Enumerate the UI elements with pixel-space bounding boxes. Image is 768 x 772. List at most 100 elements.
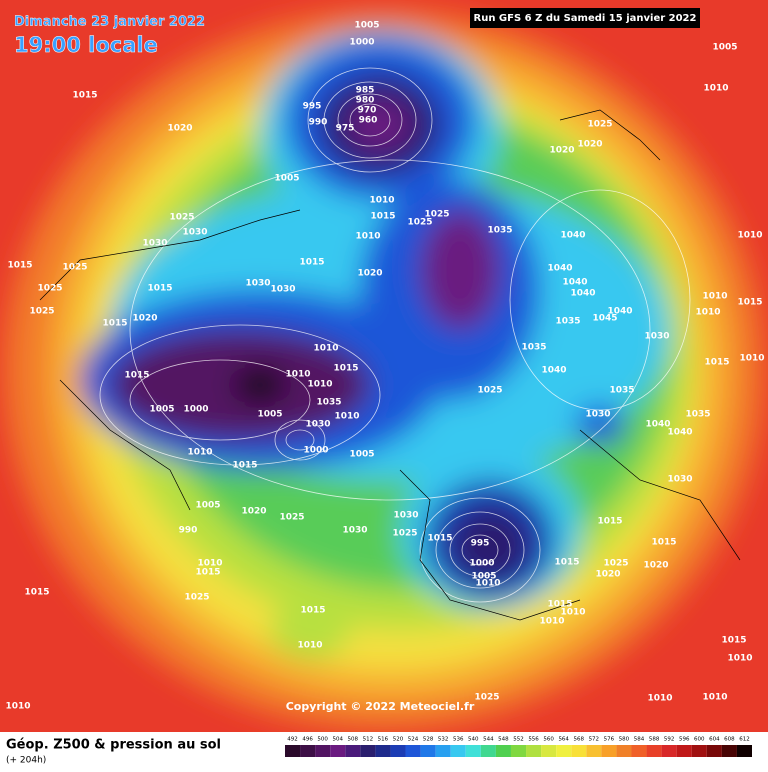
isobar-label: 1010: [539, 617, 564, 627]
isobar-label: 1005: [471, 572, 496, 582]
legend-swatch: [465, 745, 481, 757]
legend-swatch: [510, 745, 527, 757]
isobar-label: 1030: [245, 279, 270, 289]
legend-swatch: [661, 745, 677, 757]
legend-swatch: [706, 745, 722, 757]
legend-swatch: [330, 745, 346, 757]
isobar-label: 1040: [560, 231, 585, 241]
isobar-label: 1025: [29, 307, 54, 317]
isobar-label: 1010: [647, 694, 672, 704]
legend-label: 592: [664, 737, 675, 743]
isobar-label: 1035: [487, 226, 512, 236]
isobar-label: 1010: [307, 380, 332, 390]
isobar-label: 1030: [393, 511, 418, 521]
legend-label: 548: [498, 737, 509, 743]
isobar-label: 1025: [424, 210, 449, 220]
isobar-label: 1025: [279, 513, 304, 523]
forecast-time: 19:00 locale: [14, 33, 158, 57]
isobar-label: 970: [358, 106, 377, 116]
isobar-label: 1030: [644, 332, 669, 342]
legend-swatch: [556, 745, 572, 757]
isobar-label: 1025: [62, 263, 87, 273]
isobar-label: 1035: [521, 343, 546, 353]
isobar-label: 1030: [182, 228, 207, 238]
legend-swatch: [450, 745, 466, 757]
isobar-label: 1015: [24, 588, 49, 598]
isobar-label: 1015: [721, 636, 746, 646]
legend-swatch: [601, 745, 617, 757]
isobar-label: 1025: [474, 693, 499, 703]
legend-swatch: [691, 745, 707, 757]
legend-label: 560: [543, 737, 554, 743]
isobar-label: 1030: [305, 420, 330, 430]
isobar-label: 1010: [369, 196, 394, 206]
run-banner: [470, 8, 700, 28]
legend-swatch: [721, 745, 737, 757]
isobar-label: 1015: [547, 600, 572, 610]
isobar-label: 1025: [407, 218, 432, 228]
legend-swatch: [315, 745, 331, 757]
isobar-label: 1035: [609, 386, 634, 396]
legend-label: 504: [332, 737, 343, 743]
legend-swatch: [375, 745, 391, 757]
isobar-label: 1015: [597, 517, 622, 527]
isobar-label: 1020: [643, 561, 668, 571]
legend-swatch: [420, 745, 436, 757]
isobar-label: 1005: [257, 410, 282, 420]
isobar-label: 1015: [737, 298, 762, 308]
legend-label: 512: [363, 737, 374, 743]
legend-label: 528: [423, 737, 434, 743]
isobar-label: 1040: [547, 264, 572, 274]
isobar-label: 1005: [274, 174, 299, 184]
isobar-label: 1040: [562, 278, 587, 288]
isobar-label: 1010: [187, 448, 212, 458]
isobar-label: 995: [471, 539, 490, 549]
isobar-label: 1025: [603, 559, 628, 569]
legend-label: 612: [739, 737, 750, 743]
isobar-label: 1005: [354, 21, 379, 31]
isobar-label: 1025: [184, 593, 209, 603]
isobar-label: 1000: [303, 446, 328, 456]
isobar-label: 1040: [667, 428, 692, 438]
isobar-label: 1040: [541, 366, 566, 376]
isobar-label: 1010: [285, 370, 310, 380]
isobars: [99, 67, 691, 603]
isobar-label: 1015: [7, 261, 32, 271]
legend-swatch: [736, 745, 752, 757]
isobar-label: 1015: [124, 371, 149, 381]
isobar-label: 1015: [299, 258, 324, 268]
isobar-label: 1020: [549, 146, 574, 156]
legend-swatch: [405, 745, 421, 757]
legend-label: 556: [528, 737, 539, 743]
isobar-label: 990: [309, 118, 328, 128]
legend-swatch: [526, 745, 542, 757]
isobar-label: 1010: [5, 702, 30, 712]
legend-label: 604: [709, 737, 720, 743]
legend-label: 540: [468, 737, 479, 743]
legend-swatch: [676, 745, 692, 757]
isobar-label: 1015: [102, 319, 127, 329]
legend-swatch: [586, 745, 602, 757]
isobar-label: 1010: [355, 232, 380, 242]
coastlines: [39, 109, 741, 621]
legend-swatch: [285, 745, 301, 757]
legend-label: 496: [302, 737, 313, 743]
forecast-lead: (+ 204h): [6, 756, 46, 766]
isobar-label: 975: [336, 124, 355, 134]
isobar-label: 1040: [645, 420, 670, 430]
isobar-label: 1015: [427, 534, 452, 544]
isobar-label: 1040: [607, 307, 632, 317]
legend-swatch: [480, 745, 496, 757]
legend-label: 596: [679, 737, 690, 743]
isobar-label: 1015: [651, 538, 676, 548]
isobar-label: 1025: [169, 213, 194, 223]
isobar-label: 980: [356, 96, 375, 106]
legend-swatch: [631, 745, 647, 757]
footer-title: Géop. Z500 & pression au sol: [6, 738, 221, 753]
isobar-label: 1030: [585, 410, 610, 420]
legend-label: 516: [378, 737, 389, 743]
copyright: Copyright © 2022 Meteociel.fr: [286, 700, 475, 713]
legend-label: 608: [724, 737, 735, 743]
isobar-label: 995: [303, 102, 322, 112]
isobar-label: 1045: [592, 314, 617, 324]
